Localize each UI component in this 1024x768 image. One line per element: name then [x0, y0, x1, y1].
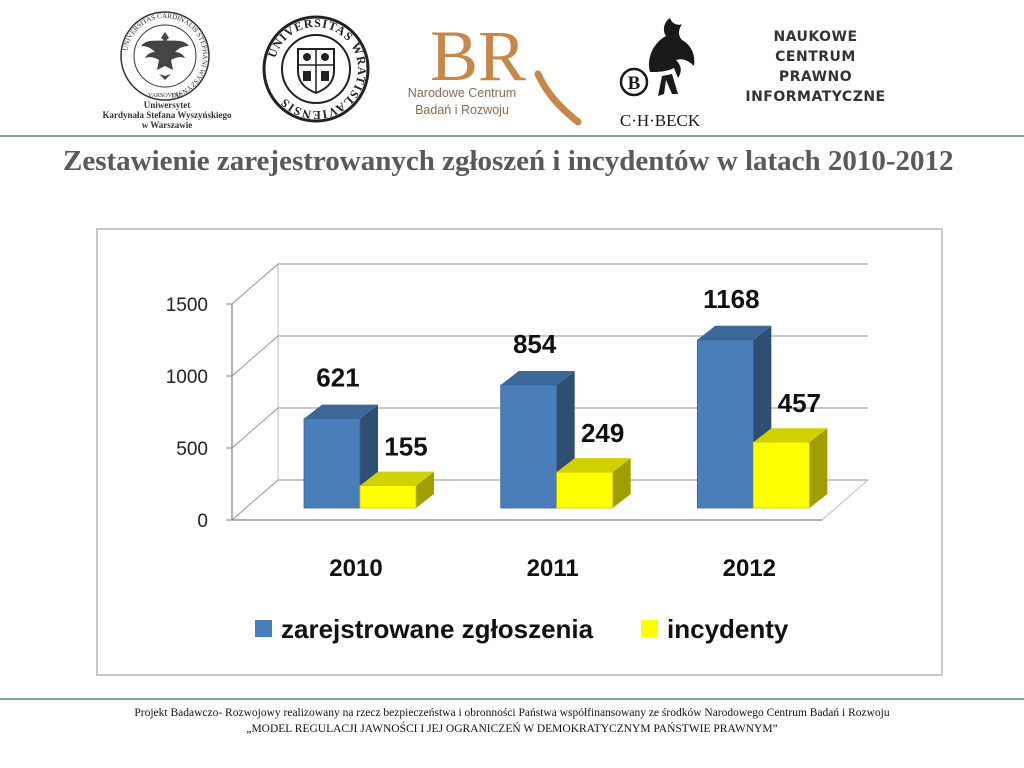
- footer-model-line: „MODEL REGULACJI JAWNOŚCI I JEJ OGRANICZ…: [246, 723, 778, 735]
- ncbr-logo: BR: [430, 16, 582, 126]
- ncbr-monogram: BR: [430, 16, 526, 96]
- eagle-icon: [141, 32, 189, 80]
- beck-logo: B C·H·BECK: [619, 18, 701, 130]
- beck-name: C·H·BECK: [620, 111, 701, 130]
- logo-bar: UNIVERSITAS CARDINALIS STEPHANI WYSZYŃSK…: [0, 0, 1024, 134]
- ncbr-caption: Narodowe Centrum Badań i Rozwoju: [392, 85, 532, 119]
- ncpi-logo: NAUKOWE CENTRUM PRAWNO INFORMATYCZNE: [738, 27, 893, 107]
- uksw-caption-line: Kardynała Stefana Wyszyńskiego: [102, 110, 232, 120]
- ncpi-line: INFORMATYCZNE: [745, 89, 886, 105]
- uksw-ring-bottom: VARSOVIAE: [148, 93, 182, 99]
- header-divider: [0, 135, 1024, 137]
- footer-project-line: Projekt Badawczo- Rozwojowy realizowany …: [134, 707, 890, 719]
- ncpi-line: PRAWNO: [778, 69, 853, 85]
- shield-icon: [297, 48, 335, 95]
- ncpi-line: CENTRUM: [775, 49, 856, 65]
- uksw-logo: UNIVERSITAS CARDINALIS STEPHANI WYSZYŃSK…: [120, 11, 210, 101]
- chart-frame: [96, 228, 943, 676]
- griffin-icon: [648, 18, 695, 96]
- slide-title: Zestawienie zarejestrowanych zgłoszeń i …: [63, 145, 954, 177]
- uksw-caption-line: w Warszawie: [141, 120, 193, 130]
- ncpi-line: NAUKOWE: [773, 29, 858, 45]
- uksw-caption-line: Uniwersytet: [143, 100, 191, 110]
- footer-divider: [0, 698, 1024, 700]
- uwr-seal-logo: UNIVERSITAS WRATISLAVIENSIS: [262, 15, 370, 123]
- beck-monogram: B: [628, 73, 641, 94]
- uksw-caption: Uniwersytet Kardynała Stefana Wyszyńskie…: [92, 100, 242, 130]
- ncbr-caption-line: Narodowe Centrum: [407, 86, 517, 100]
- ncbr-caption-line: Badań i Rozwoju: [415, 103, 509, 117]
- footer: Projekt Badawczo- Rozwojowy realizowany …: [0, 705, 1024, 737]
